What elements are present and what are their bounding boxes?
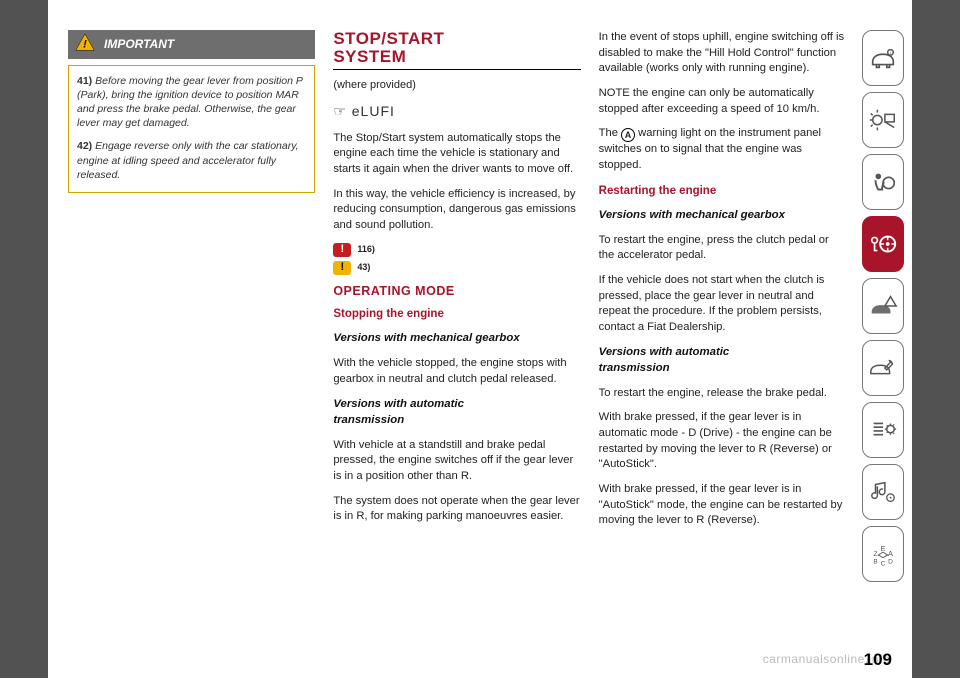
sidebar-multimedia[interactable] [862, 464, 904, 520]
sidebar-lights[interactable] [862, 92, 904, 148]
warning-red-icon: ! [333, 243, 351, 257]
note-41-text: Before moving the gear lever from positi… [77, 75, 303, 130]
svg-text:C: C [881, 560, 886, 567]
svg-text:!: ! [83, 39, 87, 51]
title-line-1: STOP/START [333, 29, 444, 48]
sidebar-starting-driving[interactable] [862, 216, 904, 272]
sidebar-index[interactable]: EZABCD [862, 526, 904, 582]
svg-text:B: B [873, 558, 878, 565]
lights-icon [868, 105, 898, 135]
c3-auto-l1: Versions with automatic [599, 346, 730, 358]
para-intro-1: The Stop/Start system automatically stop… [333, 131, 580, 178]
airbag-icon [868, 167, 898, 197]
note-42-text: Engage reverse only with the car station… [77, 140, 299, 180]
chapter-sidebar: i EZABCD [860, 0, 912, 678]
c3-p3a: The [599, 127, 621, 139]
note-42: 42) Engage reverse only with the car sta… [77, 139, 306, 182]
svg-text:A: A [888, 549, 893, 558]
important-box: 41) Before moving the gear lever from po… [68, 65, 315, 193]
alpha-index-icon: EZABCD [868, 539, 898, 569]
title-line-2: SYSTEM [333, 47, 406, 66]
section-title: STOP/START SYSTEM [333, 30, 580, 66]
column-1: ! IMPORTANT 41) Before moving the gear l… [68, 30, 315, 660]
warn-yel-ref: 43) [357, 261, 370, 274]
mech-gearbox-text: With the vehicle stopped, the engine sto… [333, 356, 580, 387]
important-header: ! IMPORTANT [68, 30, 315, 59]
c3-p2: NOTE the engine can only be automaticall… [599, 86, 846, 117]
car-wrench-icon [868, 353, 898, 383]
auto-label-l2: transmission [333, 414, 404, 426]
music-nav-icon [868, 477, 898, 507]
sidebar-car-info[interactable]: i [862, 30, 904, 86]
sidebar-safety[interactable] [862, 154, 904, 210]
c3-p3: The A warning light on the instrument pa… [599, 126, 846, 173]
auto-trans-text-1: With vehicle at a standstill and brake p… [333, 438, 580, 485]
title-rule [333, 69, 580, 70]
key-wheel-icon [868, 229, 898, 259]
important-label: IMPORTANT [104, 37, 174, 51]
c3-auto-label: Versions with automatic transmission [599, 345, 846, 377]
stopping-heading: Stopping the engine [333, 306, 580, 322]
c3-auto-t1: To restart the engine, release the brake… [599, 386, 846, 402]
para-intro-2: In this way, the vehicle efficiency is i… [333, 187, 580, 234]
auto-trans-text-2: The system does not operate when the gea… [333, 494, 580, 525]
c3-auto-t2: With brake pressed, if the gear lever is… [599, 410, 846, 473]
auto-trans-label: Versions with automatic transmission [333, 397, 580, 429]
sidebar-maintenance[interactable] [862, 340, 904, 396]
svg-text:D: D [888, 558, 893, 565]
c3-mech-label: Versions with mechanical gearbox [599, 208, 846, 224]
car-icon: i [868, 43, 898, 73]
mech-gearbox-label: Versions with mechanical gearbox [333, 331, 580, 347]
a-symbol-icon: A [621, 128, 635, 142]
c3-mech-t1: To restart the engine, press the clutch … [599, 233, 846, 264]
note-41: 41) Before moving the gear lever from po… [77, 74, 306, 131]
svg-text:Z: Z [874, 551, 878, 558]
sidebar-tech-data[interactable] [862, 402, 904, 458]
c3-mech-t2: If the vehicle does not start when the c… [599, 273, 846, 336]
c3-auto-l2: transmission [599, 362, 670, 374]
column-3: In the event of stops uphill, engine swi… [599, 30, 846, 660]
car-triangle-icon [868, 291, 898, 321]
operating-mode-heading: OPERATING MODE [333, 283, 580, 301]
note-42-num: 42) [77, 140, 92, 152]
warn-yellow-row: ! 43) [333, 261, 580, 275]
warning-yellow-icon: ! [333, 261, 351, 275]
where-provided: (where provided) [333, 78, 580, 93]
content-columns: ! IMPORTANT 41) Before moving the gear l… [48, 0, 860, 678]
hand-logo: ☞ eLUFI [333, 102, 580, 122]
c3-auto-t3: With brake pressed, if the gear lever is… [599, 482, 846, 529]
warn-red-row: ! 116) [333, 243, 580, 257]
note-41-num: 41) [77, 75, 92, 87]
c3-p1: In the event of stops uphill, engine swi… [599, 30, 846, 77]
warn-red-ref: 116) [357, 243, 375, 256]
restart-heading: Restarting the engine [599, 183, 846, 199]
list-gear-icon [868, 415, 898, 445]
sidebar-emergency[interactable] [862, 278, 904, 334]
manual-page: ! IMPORTANT 41) Before moving the gear l… [48, 0, 912, 678]
auto-label-l1: Versions with automatic [333, 398, 464, 410]
page-number: 109 [864, 650, 892, 670]
warning-triangle-icon: ! [74, 32, 96, 54]
column-2: STOP/START SYSTEM (where provided) ☞ eLU… [333, 30, 580, 660]
